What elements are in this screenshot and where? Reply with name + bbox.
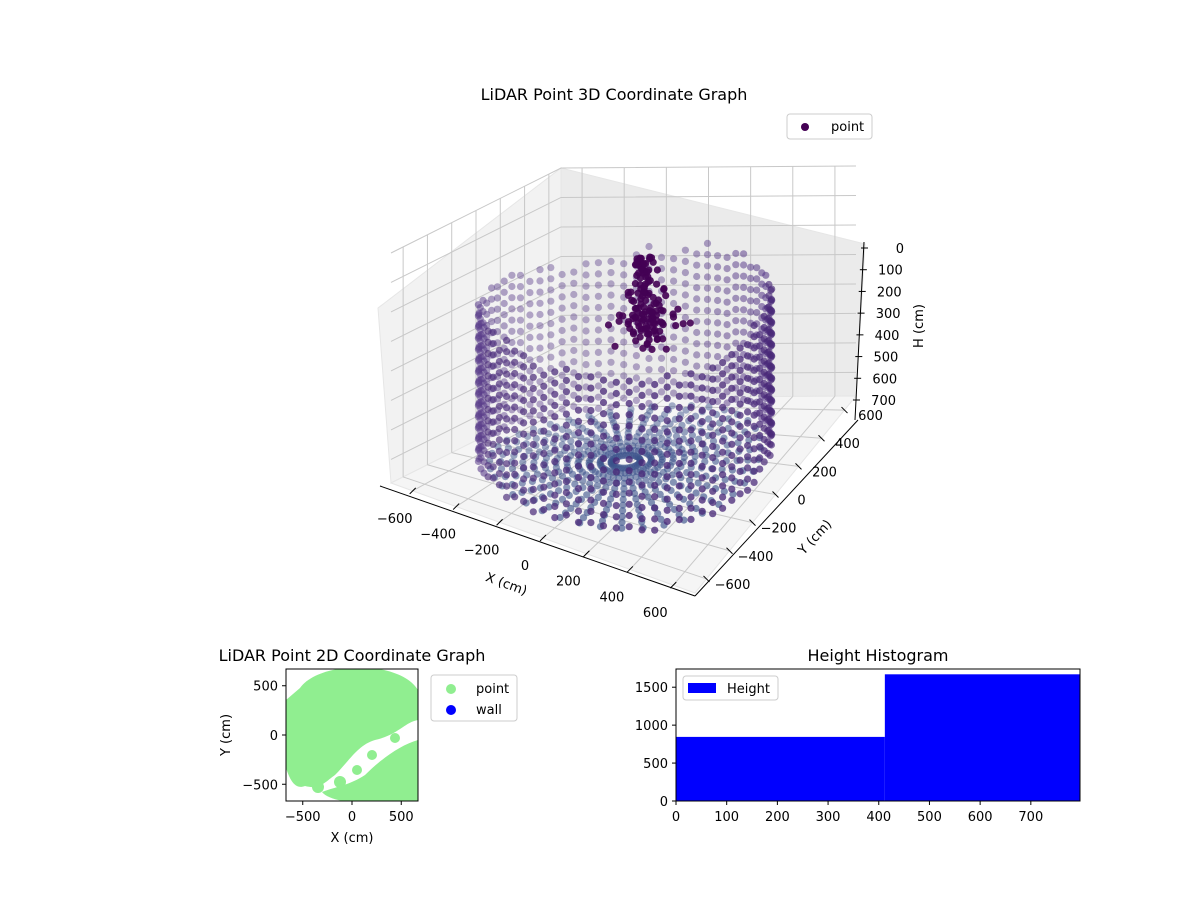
svg-text:400: 400: [866, 810, 891, 825]
x-axis-line: [379, 485, 696, 597]
svg-text:−500: −500: [285, 810, 321, 825]
svg-text:200: 200: [812, 465, 837, 480]
svg-text:500: 500: [917, 810, 942, 825]
legend-wall-label: wall: [476, 703, 502, 718]
svg-text:700: 700: [1018, 810, 1043, 825]
x-axis-label-2d: X (cm): [331, 831, 374, 846]
x-axis-label-3d: X (cm): [483, 570, 529, 599]
legend-point-label: point: [831, 120, 864, 135]
svg-text:400: 400: [875, 329, 900, 344]
svg-text:0: 0: [672, 810, 680, 825]
height-histogram-chart: Height Histogram 0 100 200 300 400 500 600 7000…: [635, 646, 1081, 825]
svg-text:0: 0: [896, 242, 904, 257]
svg-text:300: 300: [816, 810, 841, 825]
legend-point-marker-2d: [446, 684, 456, 694]
svg-text:−200: −200: [464, 543, 500, 558]
svg-text:200: 200: [765, 810, 790, 825]
svg-text:200: 200: [556, 575, 581, 590]
histogram-bars: [676, 674, 1080, 801]
svg-text:200: 200: [877, 285, 902, 300]
point-cloud-3d: [474, 239, 776, 534]
svg-text:100: 100: [714, 810, 739, 825]
svg-text:−400: −400: [420, 528, 456, 543]
svg-text:300: 300: [876, 307, 901, 322]
point-cloud-2d: [286, 669, 418, 801]
legend-3d: point: [786, 113, 873, 140]
svg-text:100: 100: [878, 264, 903, 279]
lidar-2d-chart: LiDAR Point 2D Coordinate Graph −500 0 500…: [219, 646, 518, 846]
legend-height-label: Height: [727, 682, 770, 697]
z-axis-line: [854, 241, 865, 421]
svg-text:0: 0: [521, 559, 529, 574]
histogram-bar-0: [676, 736, 885, 801]
svg-text:1000: 1000: [635, 719, 668, 734]
legend-point-label-2d: point: [476, 682, 509, 697]
svg-text:−400: −400: [738, 550, 774, 565]
y-axis-line: [694, 419, 859, 597]
svg-text:0: 0: [660, 795, 668, 810]
svg-text:500: 500: [253, 680, 278, 695]
chart-3d-title: LiDAR Point 3D Coordinate Graph: [481, 85, 748, 104]
y-axis-label-3d: Y (cm): [795, 517, 835, 559]
svg-text:600: 600: [643, 606, 668, 621]
svg-text:−600: −600: [377, 512, 413, 527]
svg-text:500: 500: [873, 351, 898, 366]
ticks-hist: 0 100 200 300 400 500 600 700 0 500 1000 1500: [635, 681, 1043, 825]
histogram-bar-1: [884, 674, 1080, 801]
svg-text:1500: 1500: [635, 681, 668, 696]
svg-text:0: 0: [348, 810, 356, 825]
svg-text:−600: −600: [715, 578, 751, 593]
ticks-2d: −500 0 500 500 0 −500: [242, 680, 413, 825]
svg-text:500: 500: [643, 757, 668, 772]
pane-back-right: [560, 167, 866, 399]
lidar-3d-chart: LiDAR Point 3D Coordinate Graph −600 −400…: [377, 85, 927, 621]
svg-text:0: 0: [270, 729, 278, 744]
legend-wall-marker: [446, 705, 456, 715]
svg-text:400: 400: [835, 437, 860, 452]
y-axis-label-2d: Y (cm): [219, 714, 234, 757]
histogram-title: Height Histogram: [808, 646, 949, 665]
z-axis-label-3d: H (cm): [912, 304, 927, 348]
svg-text:−200: −200: [761, 522, 797, 537]
axes-frame-hist: [675, 668, 1081, 802]
svg-text:500: 500: [389, 810, 414, 825]
legend-height-swatch: [688, 683, 716, 693]
svg-text:600: 600: [858, 409, 883, 424]
svg-text:0: 0: [797, 494, 805, 509]
svg-text:400: 400: [599, 590, 624, 605]
legend-hist: Height: [682, 675, 779, 701]
svg-text:−500: −500: [242, 778, 278, 793]
svg-text:600: 600: [872, 372, 897, 387]
legend-2d: point wall: [430, 674, 518, 722]
ticks-3d: −600−400−2000200400600−600−400−200020040…: [377, 242, 904, 621]
chart-2d-title: LiDAR Point 2D Coordinate Graph: [219, 646, 486, 665]
legend-point-marker: [801, 123, 809, 131]
svg-text:600: 600: [968, 810, 993, 825]
svg-text:700: 700: [871, 394, 896, 409]
